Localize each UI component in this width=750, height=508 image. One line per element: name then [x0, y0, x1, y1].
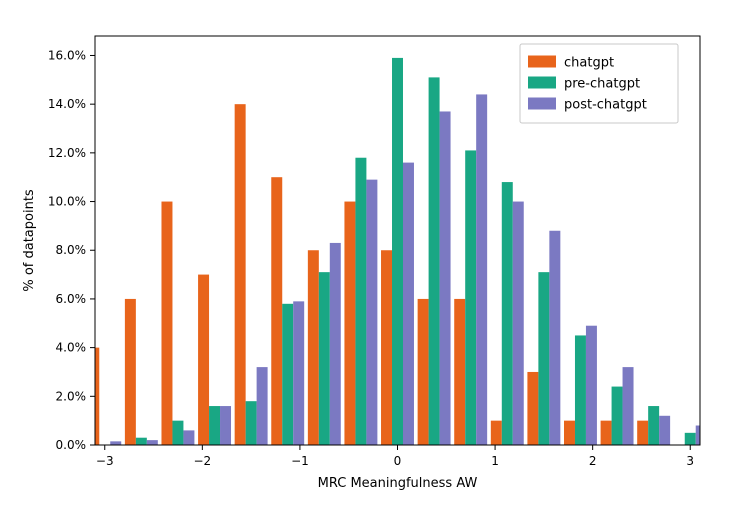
bar-post-chatgpt [330, 243, 341, 445]
bar-pre-chatgpt [465, 150, 476, 445]
bar-chatgpt [564, 421, 575, 445]
svg-text:4.0%: 4.0% [56, 341, 87, 355]
bar-post-chatgpt [549, 231, 560, 445]
svg-text:1: 1 [491, 454, 499, 468]
bar-post-chatgpt [147, 440, 158, 445]
bar-chatgpt [125, 299, 136, 445]
bar-pre-chatgpt [685, 433, 696, 445]
bar-pre-chatgpt [648, 406, 659, 445]
legend-label-chatgpt: chatgpt [564, 56, 614, 71]
bar-pre-chatgpt [612, 387, 623, 445]
bar-pre-chatgpt [282, 304, 293, 445]
svg-text:−2: −2 [193, 454, 211, 468]
bar-post-chatgpt [183, 430, 194, 445]
bar-pre-chatgpt [392, 58, 403, 445]
bar-chatgpt [527, 372, 538, 445]
bar-pre-chatgpt [246, 401, 257, 445]
legend-label-post-chatgpt: post-chatgpt [564, 98, 647, 113]
bar-chatgpt [418, 299, 429, 445]
bar-chatgpt [235, 104, 246, 445]
bar-post-chatgpt [366, 180, 377, 445]
bar-chatgpt [491, 421, 502, 445]
legend: chatgpt pre-chatgpt post-chatgpt [520, 44, 678, 123]
bar-post-chatgpt [476, 94, 487, 445]
svg-text:14.0%: 14.0% [48, 97, 86, 111]
svg-text:8.0%: 8.0% [56, 243, 87, 257]
x-axis-label: MRC Meaningfulness AW [318, 476, 478, 491]
bar-post-chatgpt [257, 367, 268, 445]
bar-post-chatgpt [220, 406, 231, 445]
legend-label-pre-chatgpt: pre-chatgpt [564, 77, 640, 92]
svg-text:10.0%: 10.0% [48, 195, 86, 209]
bar-post-chatgpt [403, 163, 414, 445]
bar-pre-chatgpt [355, 158, 366, 445]
bar-chatgpt [454, 299, 465, 445]
bar-pre-chatgpt [172, 421, 183, 445]
bar-chatgpt [637, 421, 648, 445]
grouped-bar-chart: −3 −2 −1 0 1 2 3 MRC Meaningfulness AW 0.0% 2.0% 4… [0, 0, 750, 508]
svg-text:6.0%: 6.0% [56, 292, 87, 306]
svg-text:−1: −1 [291, 454, 309, 468]
svg-text:3: 3 [686, 454, 694, 468]
chart-container: −3 −2 −1 0 1 2 3 MRC Meaningfulness AW 0.0% 2.0% 4… [0, 0, 750, 508]
bar-post-chatgpt [586, 326, 597, 445]
bar-chatgpt [271, 177, 282, 445]
bar-post-chatgpt [293, 301, 304, 445]
svg-text:0.0%: 0.0% [56, 438, 87, 452]
svg-text:−3: −3 [96, 454, 114, 468]
legend-swatch-chatgpt [528, 56, 556, 68]
bar-pre-chatgpt [429, 77, 440, 445]
svg-text:0: 0 [394, 454, 402, 468]
bar-chatgpt [601, 421, 612, 445]
legend-swatch-pre-chatgpt [528, 77, 556, 89]
bar-pre-chatgpt [209, 406, 220, 445]
svg-text:2.0%: 2.0% [56, 389, 87, 403]
bar-pre-chatgpt [502, 182, 513, 445]
bar-chatgpt [198, 275, 209, 445]
svg-text:2: 2 [589, 454, 597, 468]
bar-pre-chatgpt [575, 335, 586, 445]
bar-chatgpt [344, 202, 355, 445]
y-axis-label: % of datapoints [22, 189, 37, 292]
bar-post-chatgpt [440, 111, 451, 445]
bar-pre-chatgpt [136, 438, 147, 445]
bar-pre-chatgpt [319, 272, 330, 445]
svg-text:12.0%: 12.0% [48, 146, 86, 160]
bar-chatgpt [308, 250, 319, 445]
bar-post-chatgpt [659, 416, 670, 445]
bar-chatgpt [161, 202, 172, 445]
bar-pre-chatgpt [538, 272, 549, 445]
legend-swatch-post-chatgpt [528, 98, 556, 110]
bar-chatgpt [381, 250, 392, 445]
svg-text:16.0%: 16.0% [48, 48, 86, 62]
bar-post-chatgpt [623, 367, 634, 445]
bar-post-chatgpt [110, 441, 121, 445]
bar-post-chatgpt [513, 202, 524, 445]
